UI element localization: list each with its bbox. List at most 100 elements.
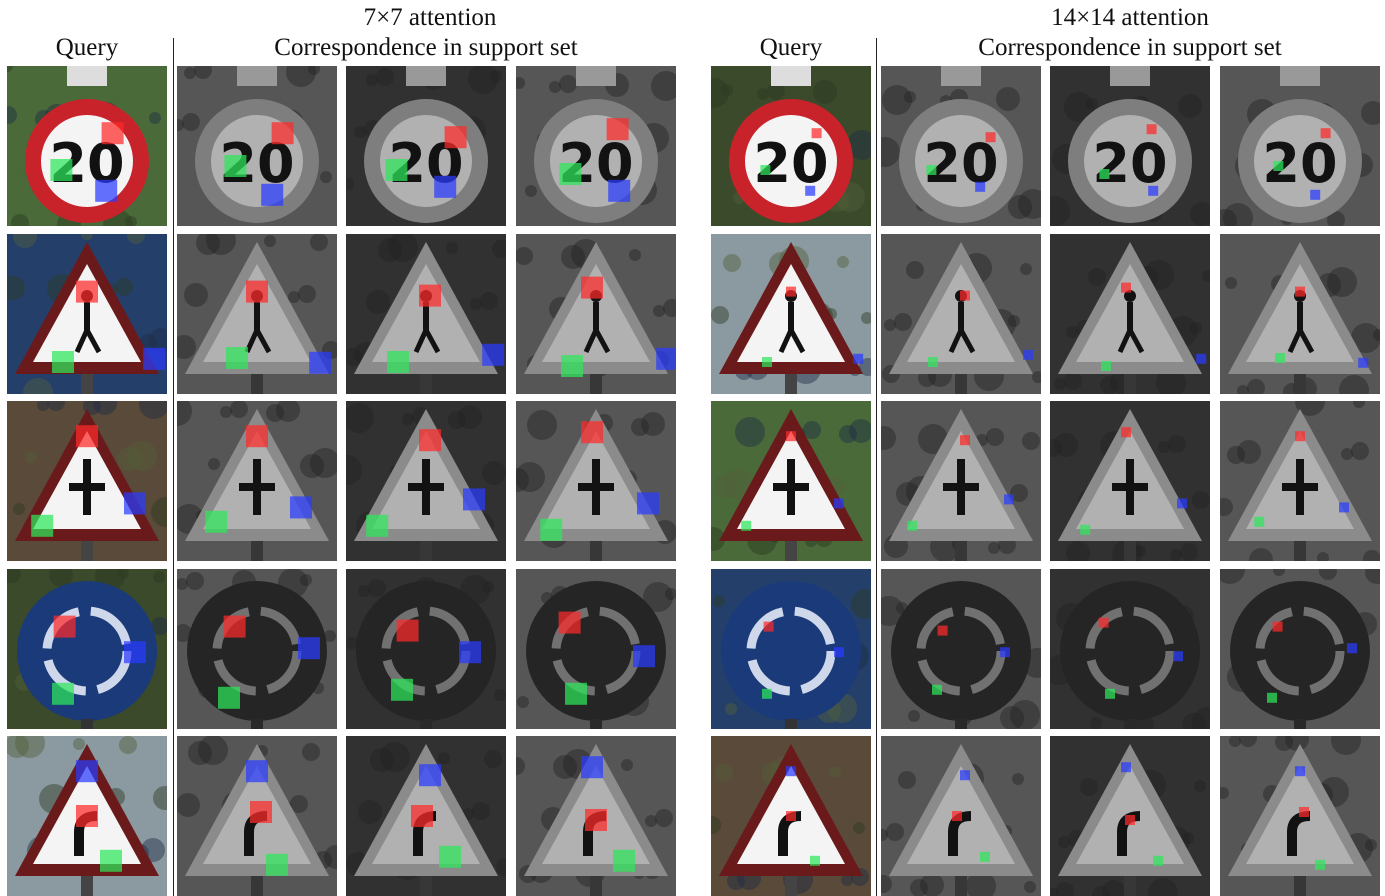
red-attention-patch: [444, 126, 467, 149]
sign-thumbnail: 20: [1220, 66, 1380, 226]
red-attention-patch: [985, 132, 996, 143]
support-image-speed-limit-20: 20: [1050, 66, 1210, 226]
green-attention-patch: [741, 520, 752, 531]
support-image-pedestrian-warning: [881, 234, 1041, 394]
panel-title-14x14: 14×14 attention: [1051, 4, 1209, 31]
green-attention-patch: [1267, 692, 1277, 703]
svg-text:20: 20: [753, 132, 828, 195]
red-attention-patch: [960, 435, 970, 446]
sign-thumbnail: [177, 736, 337, 896]
sign-thumbnail: [1050, 401, 1210, 561]
query-label-7x7: Query: [55, 34, 119, 61]
support-image-crossroads-warning: [177, 401, 337, 561]
green-attention-patch: [561, 355, 583, 377]
blue-attention-patch: [309, 351, 332, 374]
support-image-roundabout: [346, 569, 506, 729]
green-attention-patch: [387, 351, 409, 373]
red-attention-patch: [246, 425, 268, 448]
green-attention-patch: [810, 855, 820, 866]
sign-thumbnail: [346, 569, 506, 729]
green-attention-patch: [1275, 353, 1285, 363]
red-attention-patch: [1121, 282, 1131, 293]
support-image-roundabout: [516, 569, 676, 729]
red-attention-patch: [1295, 286, 1305, 297]
green-attention-patch: [1315, 859, 1325, 870]
sign-thumbnail: [711, 401, 871, 561]
support-image-curve-warning: [881, 736, 1041, 896]
red-attention-patch: [76, 425, 98, 448]
blue-attention-patch: [1347, 643, 1357, 654]
sign-thumbnail: 20: [711, 66, 871, 226]
sign-thumbnail: 20: [7, 66, 167, 226]
green-attention-patch: [540, 518, 563, 541]
blue-attention-patch: [960, 770, 970, 781]
green-attention-patch: [391, 678, 413, 701]
red-attention-patch: [937, 625, 948, 636]
sign-thumbnail: 20: [346, 66, 506, 226]
sign-thumbnail: [516, 234, 676, 394]
green-attention-patch: [932, 684, 942, 695]
blue-attention-patch: [298, 637, 320, 660]
support-image-crossroads-warning: [516, 401, 676, 561]
red-attention-patch: [763, 621, 774, 632]
green-attention-patch: [1254, 516, 1265, 527]
red-attention-patch: [1146, 124, 1157, 135]
green-attention-patch: [1101, 361, 1111, 371]
green-attention-patch: [613, 849, 635, 872]
red-attention-patch: [419, 429, 441, 452]
sign-thumbnail: [346, 234, 506, 394]
sign-thumbnail: 20: [177, 66, 337, 226]
red-attention-patch: [1098, 617, 1109, 628]
sign-thumbnail: [7, 736, 167, 896]
blue-attention-patch: [246, 760, 268, 783]
support-image-roundabout: [177, 569, 337, 729]
blue-attention-patch: [608, 179, 631, 202]
blue-attention-patch: [419, 764, 441, 787]
green-attention-patch: [980, 851, 990, 862]
blue-attention-patch: [290, 496, 312, 519]
red-attention-patch: [250, 801, 272, 823]
red-attention-patch: [223, 615, 246, 638]
red-attention-patch: [606, 118, 629, 141]
red-attention-patch: [53, 615, 76, 638]
green-attention-patch: [1105, 688, 1115, 699]
blue-attention-patch: [124, 492, 146, 515]
sign-thumbnail: [881, 569, 1041, 729]
red-attention-patch: [1320, 128, 1331, 139]
support-image-crossroads-warning: [346, 401, 506, 561]
sign-thumbnail: [1050, 736, 1210, 896]
blue-attention-patch: [95, 179, 118, 202]
green-attention-patch: [760, 165, 771, 175]
sign-thumbnail: [346, 401, 506, 561]
green-attention-patch: [50, 159, 73, 181]
sign-thumbnail: [1050, 569, 1210, 729]
blue-attention-patch: [975, 181, 986, 192]
red-attention-patch: [811, 128, 822, 139]
support-image-roundabout: [1050, 569, 1210, 729]
query-image-crossroads-warning: [711, 401, 871, 561]
blue-attention-patch: [463, 488, 485, 511]
sign-thumbnail: 20: [1050, 66, 1210, 226]
green-attention-patch: [31, 514, 54, 537]
sign-thumbnail: [1220, 736, 1380, 896]
red-attention-patch: [1299, 807, 1309, 817]
green-attention-patch: [762, 688, 772, 699]
blue-attention-patch: [1121, 762, 1131, 773]
red-attention-patch: [581, 421, 603, 444]
red-attention-patch: [786, 286, 796, 297]
green-attention-patch: [205, 510, 228, 533]
red-attention-patch: [76, 280, 98, 303]
blue-attention-patch: [834, 647, 844, 658]
support-image-roundabout: [881, 569, 1041, 729]
red-attention-patch: [1121, 427, 1131, 438]
sign-thumbnail: [1220, 401, 1380, 561]
query-label-14x14: Query: [759, 34, 823, 61]
sign-thumbnail: [516, 401, 676, 561]
green-attention-patch: [218, 686, 240, 709]
green-attention-patch: [52, 351, 74, 373]
support-image-pedestrian-warning: [1220, 234, 1380, 394]
red-attention-patch: [585, 809, 607, 831]
green-attention-patch: [1080, 524, 1091, 535]
divider-7x7: [173, 38, 174, 896]
sign-thumbnail: 20: [881, 66, 1041, 226]
